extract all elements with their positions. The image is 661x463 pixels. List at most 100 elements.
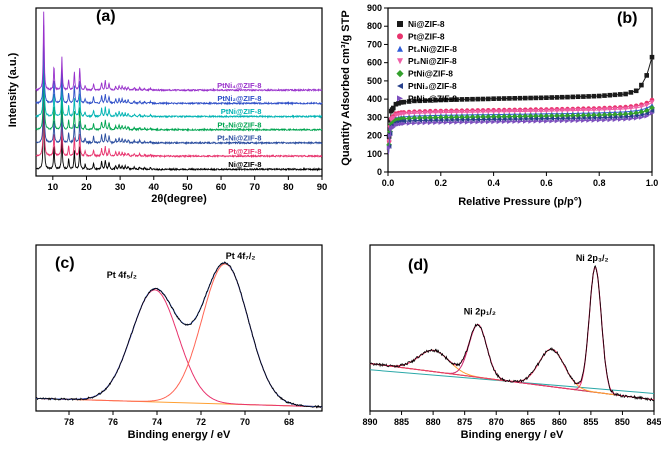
panel-a: 10 20 30 40 50 60 70 80 90 Ni@ZIF-8 Pt@ZIF-8 Pt₄Ni@… — [0, 0, 330, 231]
x-tick-label: 850 — [615, 417, 630, 427]
x-ticks: 10 20 30 40 50 60 70 80 90 — [48, 176, 328, 193]
legend-label: Pt₂Ni@ZIF-8 — [408, 56, 457, 66]
xrd-curve — [35, 64, 323, 146]
x-tick-label: 20 — [81, 182, 92, 193]
legend-item-4: PtNi@ZIF-8 — [396, 69, 453, 79]
legend-label: PtNi₂@ZIF-8 — [408, 81, 457, 91]
x-tick-label: 0.0 — [382, 178, 395, 188]
axes — [387, 7, 653, 173]
y-tick-label: 900 — [367, 3, 382, 13]
y-tick-label: 300 — [367, 112, 382, 122]
legend-label: Pt@ZIF-8 — [408, 31, 445, 41]
series-layer — [386, 54, 655, 155]
x-tick-label: 0.4 — [487, 178, 500, 188]
legend-label: Ni@ZIF-8 — [408, 19, 445, 29]
x-tick-label: 885 — [394, 417, 409, 427]
y-tick-label: 800 — [367, 21, 382, 31]
raw-data — [35, 261, 323, 409]
x-ticks: 78 76 74 72 70 68 — [64, 411, 294, 427]
xrd-series-4: PtNi@ZIF-8 — [35, 38, 323, 119]
y-tick-label: 0 — [377, 167, 382, 177]
fit-layer — [35, 261, 323, 409]
x-tick-label: 40 — [148, 182, 159, 193]
xrd-curve-label: PtNi₂@ZIF-8 — [217, 94, 261, 103]
x-tick-label: 845 — [646, 417, 661, 427]
x-tick-label: 865 — [520, 417, 535, 427]
x-tick-label: 870 — [489, 417, 504, 427]
axes — [369, 244, 655, 412]
peak-label: Pt 4f₅/₂ — [107, 270, 137, 280]
xrd-series-1: Pt@ZIF-8 — [35, 77, 323, 159]
y-ticks: 0 100 200 300 400 500 600 700 800 900 — [367, 3, 388, 177]
x-ticks: 890 885 880 875 870 865 860 855 850 845 — [362, 411, 661, 427]
annotations: Pt 4f₅/₂ Pt 4f₇/₂ — [107, 251, 256, 280]
y-tick-label: 500 — [367, 76, 382, 86]
y-tick-label: 100 — [367, 149, 382, 159]
x-tick-label: 30 — [115, 182, 126, 193]
fit-layer — [369, 265, 655, 402]
panel-d: 890 885 880 875 870 865 860 855 850 845 Ni 2p₁/₂ Ni… — [330, 231, 661, 463]
peak-label: Ni 2p₁/₂ — [464, 307, 496, 317]
x-tick-label: 1.0 — [646, 178, 659, 188]
xrd-curve-label: Pt₂Ni@ZIF-8 — [217, 120, 261, 129]
peak-label: Pt 4f₇/₂ — [226, 251, 256, 261]
x-tick-label: 890 — [362, 417, 377, 427]
series-layer: Ni@ZIF-8 Pt@ZIF-8 Pt₄Ni@ZIF-8 Pt₂Ni@ZIF-8 Pt… — [35, 11, 323, 172]
legend-item-2: Pt₄Ni@ZIF-8 — [397, 44, 457, 54]
x-tick-label: 68 — [284, 417, 294, 427]
x-tick-label: 90 — [317, 182, 328, 193]
xrd-curve — [35, 11, 323, 93]
y-tick-label: 200 — [367, 131, 382, 141]
xrd-curve-label: PtNi₄@ZIF-8 — [217, 81, 261, 90]
xrd-curve — [35, 25, 323, 106]
y-tick-label: 600 — [367, 58, 382, 68]
xrd-curve-label: Pt@ZIF-8 — [228, 147, 261, 156]
x-ticks: 0.0 0.2 0.4 0.6 0.8 1.0 — [382, 172, 659, 188]
x-tick-label: 72 — [196, 417, 206, 427]
x-tick-label: 70 — [240, 417, 250, 427]
legend-label: PtNi@ZIF-8 — [408, 69, 453, 79]
panel-c: 78 76 74 72 70 68 Pt 4f₅/₂ Pt 4f₇/₂ Binding ene… — [0, 231, 330, 463]
x-tick-label: 860 — [552, 417, 567, 427]
component-1 — [36, 263, 322, 408]
x-tick-label: 78 — [64, 417, 74, 427]
panel-c-letter: (c) — [55, 255, 75, 272]
legend-item-0: Ni@ZIF-8 — [397, 19, 445, 29]
panel-a-letter: (a) — [96, 8, 116, 25]
xrd-series-5: PtNi₂@ZIF-8 — [35, 25, 323, 106]
annotations: Ni 2p₁/₂ Ni 2p₃/₂ — [464, 253, 609, 317]
panel-b-letter: (b) — [617, 10, 638, 27]
x-tick-label: 76 — [108, 417, 118, 427]
x-tick-label: 875 — [457, 417, 472, 427]
x-tick-label: 0.8 — [593, 178, 606, 188]
y-tick-label: 700 — [367, 39, 382, 49]
x-tick-label: 60 — [216, 182, 227, 193]
x-tick-label: 880 — [426, 417, 441, 427]
legend-label: Pt₄Ni@ZIF-8 — [408, 44, 457, 54]
xrd-series-0: Ni@ZIF-8 — [35, 91, 323, 172]
legend: Ni@ZIF-8 Pt@ZIF-8 Pt₄Ni@ZIF-8 Pt₂Ni@ZIF-8 Pt… — [396, 19, 457, 103]
x-tick-label: 70 — [249, 182, 260, 193]
xrd-series-2: Pt₄Ni@ZIF-8 — [35, 64, 323, 146]
component-3 — [369, 266, 655, 401]
x-tick-label: 0.6 — [540, 178, 553, 188]
axes — [35, 244, 323, 412]
panel-b-plot: 0.0 0.2 0.4 0.6 0.8 1.0 0 100 200 300 400 500 600 700… — [367, 3, 659, 188]
xrd-curve — [35, 77, 323, 159]
envelope — [36, 262, 322, 408]
panel-a-xlabel: 2θ(degree) — [151, 193, 207, 205]
x-tick-label: 74 — [152, 417, 162, 427]
xrd-curve-label: PtNi@ZIF-8 — [221, 107, 262, 116]
x-tick-label: 50 — [182, 182, 193, 193]
xrd-series-3: Pt₂Ni@ZIF-8 — [35, 50, 323, 132]
xrd-curve — [35, 38, 323, 119]
legend-item-5: PtNi₂@ZIF-8 — [397, 81, 457, 91]
xrd-curve-label: Pt₄Ni@ZIF-8 — [217, 134, 261, 143]
legend-item-1: Pt@ZIF-8 — [397, 31, 445, 41]
xrd-curve — [35, 50, 323, 132]
raw-data — [369, 265, 655, 402]
panel-b-ylabel: Quantity Adsorbed cm³/g STP — [340, 10, 352, 166]
panel-b: 0.0 0.2 0.4 0.6 0.8 1.0 0 100 200 300 400 500 600 700… — [330, 0, 661, 231]
